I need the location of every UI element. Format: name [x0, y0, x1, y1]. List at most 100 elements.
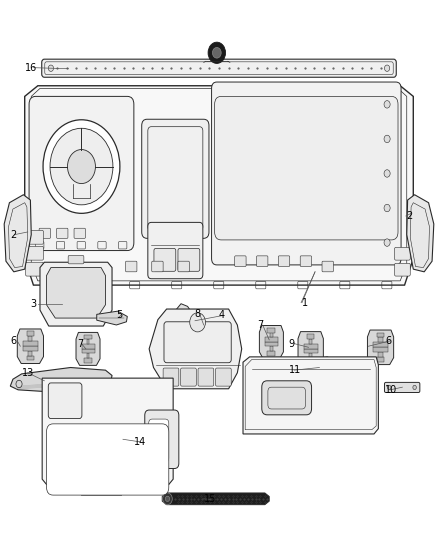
FancyBboxPatch shape: [164, 322, 231, 363]
Polygon shape: [28, 351, 32, 356]
FancyBboxPatch shape: [25, 262, 43, 276]
FancyBboxPatch shape: [145, 410, 179, 469]
Polygon shape: [378, 352, 383, 357]
Polygon shape: [27, 332, 34, 336]
FancyBboxPatch shape: [154, 248, 176, 271]
Polygon shape: [304, 344, 318, 349]
Polygon shape: [373, 347, 388, 352]
Circle shape: [67, 150, 95, 183]
Text: 15: 15: [204, 494, 216, 504]
FancyBboxPatch shape: [279, 256, 290, 266]
Circle shape: [162, 493, 172, 505]
Polygon shape: [25, 86, 413, 285]
Polygon shape: [265, 337, 278, 342]
Polygon shape: [84, 335, 92, 340]
Text: 10: 10: [385, 385, 397, 395]
Polygon shape: [373, 342, 388, 347]
Polygon shape: [87, 353, 89, 358]
Polygon shape: [17, 329, 43, 364]
FancyBboxPatch shape: [57, 228, 68, 238]
Circle shape: [190, 313, 205, 332]
Circle shape: [208, 42, 226, 63]
Text: 13: 13: [21, 368, 34, 378]
Circle shape: [50, 128, 113, 205]
Polygon shape: [87, 340, 89, 344]
FancyBboxPatch shape: [42, 59, 396, 77]
FancyBboxPatch shape: [215, 368, 231, 386]
Circle shape: [43, 120, 120, 213]
FancyBboxPatch shape: [180, 368, 196, 386]
Polygon shape: [177, 330, 193, 349]
Text: 16: 16: [25, 63, 37, 72]
FancyBboxPatch shape: [46, 424, 169, 495]
FancyBboxPatch shape: [257, 256, 268, 266]
Circle shape: [165, 496, 170, 502]
Polygon shape: [23, 341, 38, 346]
Text: 7: 7: [258, 320, 264, 330]
Polygon shape: [243, 357, 378, 434]
Polygon shape: [46, 268, 106, 318]
Polygon shape: [27, 356, 34, 360]
Polygon shape: [298, 332, 323, 366]
Circle shape: [384, 135, 390, 143]
FancyBboxPatch shape: [163, 368, 179, 386]
Polygon shape: [40, 262, 112, 326]
FancyBboxPatch shape: [178, 248, 200, 271]
Polygon shape: [307, 358, 314, 363]
Polygon shape: [378, 357, 384, 361]
Text: 1: 1: [302, 297, 308, 308]
Circle shape: [385, 65, 390, 71]
FancyBboxPatch shape: [148, 222, 203, 279]
Text: 2: 2: [11, 230, 17, 240]
Text: 5: 5: [117, 310, 123, 320]
FancyBboxPatch shape: [68, 255, 84, 264]
FancyBboxPatch shape: [385, 382, 420, 392]
Text: 6: 6: [11, 336, 16, 346]
Circle shape: [384, 239, 390, 246]
Circle shape: [48, 65, 53, 71]
Polygon shape: [309, 353, 312, 358]
Text: 2: 2: [407, 211, 413, 221]
Polygon shape: [270, 346, 273, 351]
FancyBboxPatch shape: [142, 119, 209, 238]
Polygon shape: [81, 344, 95, 349]
Polygon shape: [270, 333, 273, 337]
FancyBboxPatch shape: [235, 256, 246, 266]
Circle shape: [413, 385, 417, 390]
FancyBboxPatch shape: [322, 261, 333, 272]
Circle shape: [384, 101, 390, 108]
Polygon shape: [76, 333, 100, 366]
Polygon shape: [378, 333, 384, 337]
FancyBboxPatch shape: [198, 368, 214, 386]
FancyBboxPatch shape: [262, 381, 311, 415]
Text: 9: 9: [289, 338, 295, 349]
Polygon shape: [268, 351, 276, 356]
FancyBboxPatch shape: [178, 261, 189, 272]
Polygon shape: [28, 336, 32, 341]
Circle shape: [388, 385, 391, 390]
Polygon shape: [162, 493, 269, 505]
FancyBboxPatch shape: [25, 230, 43, 244]
Polygon shape: [23, 346, 38, 351]
Text: 4: 4: [219, 310, 225, 320]
FancyBboxPatch shape: [74, 228, 85, 238]
Polygon shape: [304, 349, 318, 353]
Polygon shape: [244, 357, 336, 389]
Polygon shape: [4, 195, 31, 272]
Polygon shape: [259, 326, 283, 359]
Text: 6: 6: [385, 336, 391, 346]
Polygon shape: [11, 368, 112, 393]
FancyBboxPatch shape: [29, 96, 134, 251]
Polygon shape: [42, 378, 173, 484]
Text: 8: 8: [194, 309, 201, 319]
Text: 7: 7: [77, 338, 83, 349]
Polygon shape: [60, 484, 77, 492]
FancyBboxPatch shape: [395, 263, 410, 276]
Circle shape: [212, 47, 221, 58]
FancyBboxPatch shape: [215, 96, 398, 240]
Polygon shape: [309, 339, 312, 344]
FancyBboxPatch shape: [48, 383, 82, 418]
Polygon shape: [307, 334, 314, 339]
Polygon shape: [367, 330, 394, 365]
FancyBboxPatch shape: [300, 256, 311, 266]
